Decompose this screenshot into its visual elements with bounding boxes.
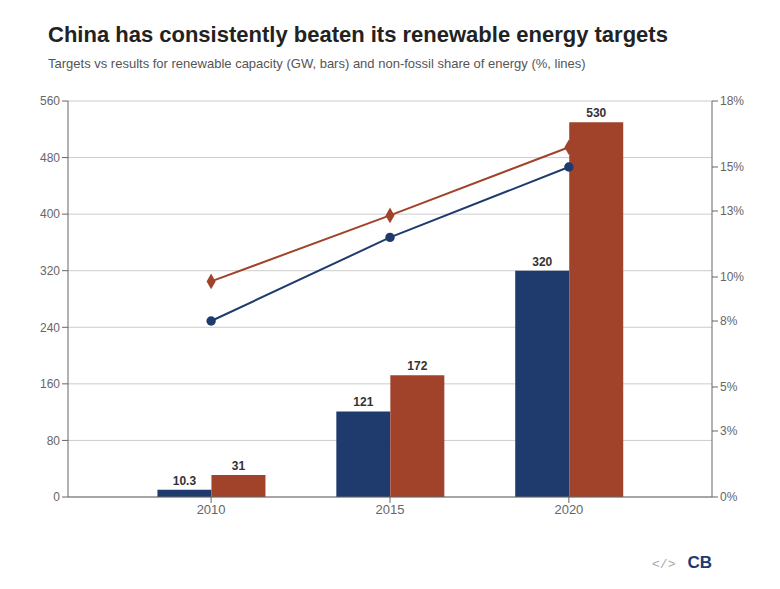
svg-text:10.3: 10.3 <box>173 474 197 488</box>
svg-text:400: 400 <box>40 207 60 221</box>
svg-text:0%: 0% <box>720 490 738 504</box>
svg-text:240: 240 <box>40 321 60 335</box>
svg-text:320: 320 <box>532 255 552 269</box>
svg-text:160: 160 <box>40 377 60 391</box>
svg-text:15%: 15% <box>720 160 744 174</box>
html-text:China has consistently beaten: China has consistently beaten its renewa… <box>48 22 668 47</box>
svg-text:2010: 2010 <box>197 502 226 517</box>
svg-text:10%: 10% <box>720 270 744 284</box>
html-text:Targets vs results for renewab: Targets vs results for renewable capacit… <box>48 56 586 71</box>
svg-text:13%: 13% <box>720 204 744 218</box>
svg-text:31: 31 <box>232 459 246 473</box>
svg-text:80: 80 <box>47 434 61 448</box>
svg-text:0: 0 <box>53 490 60 504</box>
svg-text:3%: 3% <box>720 424 738 438</box>
svg-text:530: 530 <box>586 106 606 120</box>
svg-text:560: 560 <box>40 94 60 108</box>
svg-text:8%: 8% <box>720 314 738 328</box>
svg-text:480: 480 <box>40 151 60 165</box>
svg-text:172: 172 <box>407 359 427 373</box>
svg-text:2015: 2015 <box>376 502 405 517</box>
svg-text:2020: 2020 <box>554 502 583 517</box>
svg-text:320: 320 <box>40 264 60 278</box>
svg-text:18%: 18% <box>720 94 744 108</box>
svg-text:5%: 5% <box>720 380 738 394</box>
svg-text:121: 121 <box>353 395 373 409</box>
html-text:CB: CB <box>687 553 712 572</box>
